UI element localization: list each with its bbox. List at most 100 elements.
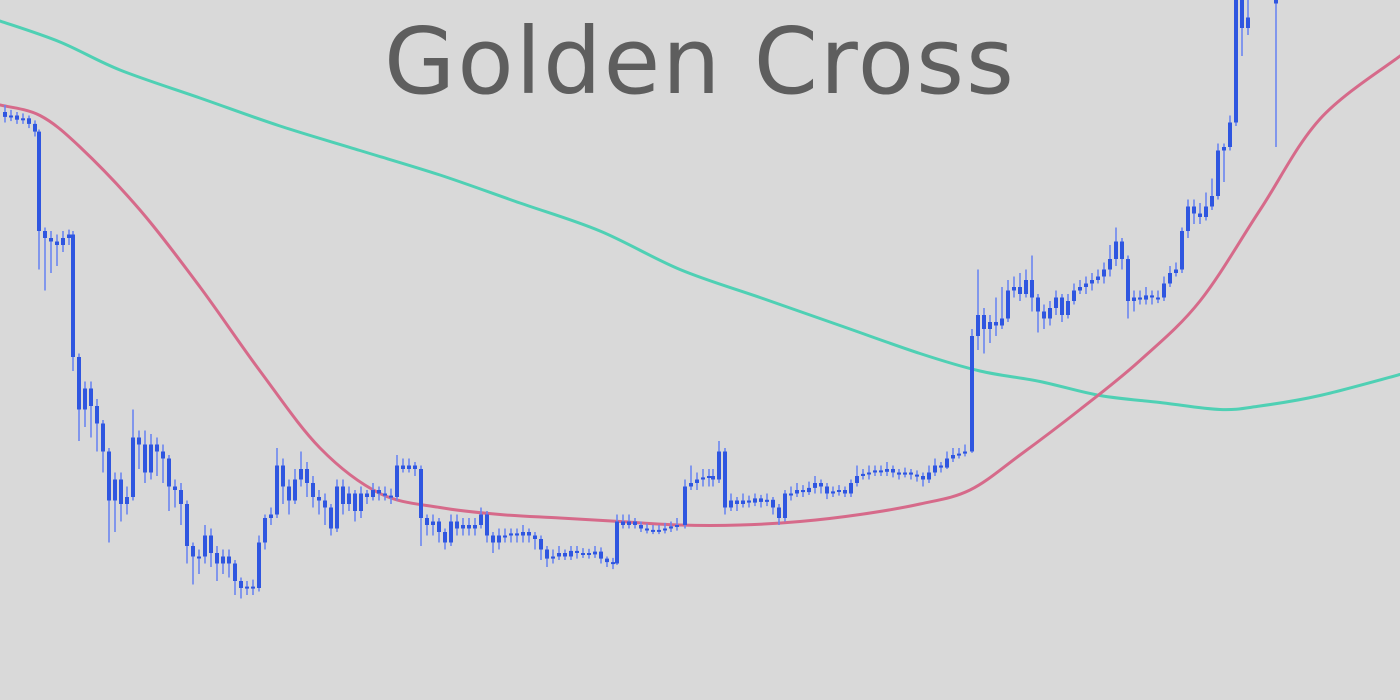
candlestick-body bbox=[287, 486, 291, 501]
candlestick bbox=[675, 518, 679, 531]
candlestick-body bbox=[71, 234, 75, 357]
candlestick bbox=[1228, 115, 1232, 151]
candlestick-body bbox=[729, 500, 733, 508]
candlestick bbox=[1108, 245, 1112, 277]
candlestick-body bbox=[1240, 0, 1244, 28]
candlestick bbox=[161, 444, 165, 483]
candlestick bbox=[1210, 178, 1214, 210]
candlestick bbox=[95, 399, 99, 452]
candlestick bbox=[683, 479, 687, 529]
candlestick-body bbox=[203, 535, 207, 557]
candlestick-body bbox=[843, 490, 847, 494]
candlestick-body bbox=[669, 526, 673, 529]
candlestick bbox=[1162, 276, 1166, 301]
candlestick bbox=[167, 455, 171, 511]
candlestick bbox=[539, 535, 543, 560]
candlestick-body bbox=[657, 529, 661, 532]
candlestick-body bbox=[539, 539, 543, 550]
candlestick-body bbox=[639, 525, 643, 529]
candlestick-body bbox=[257, 542, 261, 588]
candlestick bbox=[639, 521, 643, 532]
candlestick-body bbox=[143, 444, 147, 473]
candlestick bbox=[819, 479, 823, 494]
candlestick bbox=[67, 229, 71, 245]
candlestick-body bbox=[909, 472, 913, 475]
candlestick-body bbox=[873, 470, 877, 473]
candlestick-body bbox=[1222, 147, 1226, 151]
candlestick-body bbox=[1030, 280, 1034, 298]
candlestick bbox=[485, 511, 489, 543]
candlestick-body bbox=[1042, 311, 1046, 319]
candlestick bbox=[173, 479, 177, 508]
candlestick bbox=[479, 507, 483, 529]
candlestick-body bbox=[1096, 276, 1100, 280]
candlestick-body bbox=[233, 563, 237, 581]
candlestick-body bbox=[1060, 297, 1064, 315]
candlestick-body bbox=[443, 532, 447, 543]
candlestick bbox=[557, 546, 561, 560]
candlestick-body bbox=[891, 469, 895, 473]
candlestick bbox=[921, 472, 925, 487]
candlestick-body bbox=[915, 474, 919, 477]
candlestick bbox=[1054, 290, 1058, 315]
candlestick-body bbox=[1228, 122, 1232, 147]
candlestick bbox=[125, 486, 129, 515]
candlestick-body bbox=[389, 495, 393, 498]
candlestick bbox=[533, 532, 537, 550]
candlestick bbox=[695, 472, 699, 490]
candlestick bbox=[1024, 269, 1028, 298]
candlestick bbox=[855, 465, 859, 487]
candlestick-body bbox=[963, 451, 967, 454]
candlestick-body bbox=[575, 550, 579, 553]
candlestick bbox=[383, 486, 387, 501]
candlestick bbox=[33, 120, 37, 137]
candlestick-body bbox=[753, 498, 757, 503]
candlestick-body bbox=[970, 336, 974, 452]
candlestick-body bbox=[921, 476, 925, 480]
candlestick bbox=[711, 469, 715, 487]
candlestick bbox=[37, 129, 41, 270]
candlestick-layer bbox=[3, 0, 1278, 599]
candlestick-body bbox=[77, 357, 81, 410]
candlestick bbox=[329, 504, 333, 536]
candlestick-body bbox=[633, 521, 637, 525]
fast-moving-average-layer bbox=[0, 54, 1400, 527]
candlestick-body bbox=[149, 444, 153, 473]
candlestick-body bbox=[581, 553, 585, 555]
candlestick bbox=[599, 547, 603, 564]
candlestick-body bbox=[1198, 213, 1202, 217]
candlestick-body bbox=[221, 556, 225, 564]
candlestick bbox=[71, 231, 75, 371]
candlestick bbox=[593, 546, 597, 558]
candlestick bbox=[723, 448, 727, 515]
candlestick-body bbox=[759, 498, 763, 502]
candlestick bbox=[1126, 255, 1130, 319]
candlestick bbox=[976, 269, 980, 350]
candlestick-body bbox=[479, 514, 483, 525]
candlestick-body bbox=[1108, 259, 1112, 270]
candlestick-body bbox=[37, 131, 41, 231]
candlestick-body bbox=[227, 556, 231, 564]
candlestick-body bbox=[1066, 301, 1070, 315]
candlestick bbox=[1144, 287, 1148, 305]
candlestick-body bbox=[557, 553, 561, 557]
candlestick-body bbox=[927, 472, 931, 480]
candlestick bbox=[807, 481, 811, 495]
candlestick-body bbox=[717, 451, 721, 480]
candlestick bbox=[765, 493, 769, 507]
candlestick bbox=[203, 525, 207, 564]
candlestick-body bbox=[723, 451, 727, 508]
candlestick bbox=[149, 434, 153, 480]
candlestick bbox=[611, 557, 615, 570]
candlestick-body bbox=[491, 535, 495, 543]
candlestick-body bbox=[1186, 206, 1190, 231]
candlestick-body bbox=[521, 532, 525, 536]
candlestick-body bbox=[515, 533, 519, 536]
candlestick bbox=[419, 465, 423, 546]
candlestick bbox=[669, 521, 673, 532]
candlestick-body bbox=[55, 241, 59, 245]
candlestick bbox=[1168, 266, 1172, 287]
candlestick-body bbox=[15, 115, 19, 120]
candlestick-body bbox=[861, 473, 865, 476]
candlestick-body bbox=[1018, 287, 1022, 294]
